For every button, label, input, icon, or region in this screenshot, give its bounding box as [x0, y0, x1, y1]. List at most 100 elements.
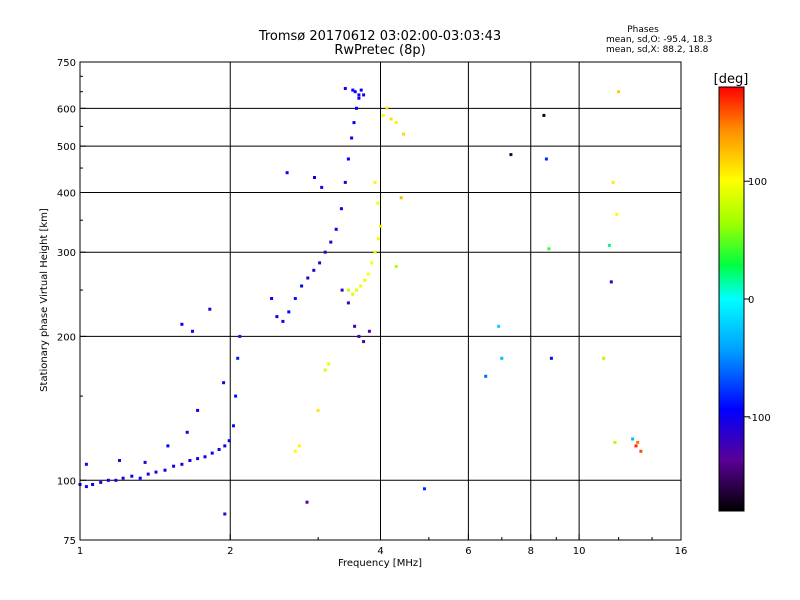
- data-point: [611, 180, 615, 184]
- chart-title: Tromsø 20170612 03:02:00-03:03:43: [258, 29, 501, 44]
- data-point: [234, 394, 238, 398]
- data-point: [227, 439, 231, 443]
- data-point: [323, 250, 327, 254]
- x-axis-ticks: 1 2 4 6 8 10 16: [77, 534, 687, 557]
- data-point: [297, 444, 301, 448]
- y-tick-label: 400: [57, 188, 76, 199]
- phase-info-x: mean, sd,X: 88.2, 18.8: [606, 45, 709, 55]
- colorbar-ticks: 100 0 -100: [744, 177, 771, 424]
- data-point: [306, 276, 310, 280]
- data-point: [293, 297, 297, 300]
- data-point: [343, 180, 347, 184]
- data-point: [366, 272, 370, 276]
- data-point: [312, 268, 316, 272]
- data-point: [402, 132, 406, 136]
- data-point: [617, 90, 621, 94]
- data-point: [353, 324, 357, 328]
- data-point: [281, 319, 285, 323]
- gridlines: [80, 62, 681, 540]
- y-tick-label: 300: [57, 248, 76, 259]
- series-0: [78, 307, 242, 489]
- data-point: [340, 288, 344, 292]
- data-point: [320, 185, 324, 189]
- colorbar-tick-label: 0: [748, 295, 754, 306]
- x-tick-label: 6: [465, 546, 471, 557]
- data-point: [399, 196, 403, 200]
- x-axis-label: Frequency [MHz]: [338, 558, 422, 569]
- data-point: [636, 440, 640, 444]
- data-point: [185, 430, 189, 434]
- data-point: [423, 487, 426, 491]
- data-point: [381, 113, 385, 117]
- data-point: [376, 237, 380, 241]
- data-point: [146, 472, 150, 476]
- data-point: [359, 284, 363, 288]
- data-point: [389, 117, 393, 121]
- y-tick-label: 75: [63, 536, 76, 547]
- data-point: [385, 106, 389, 110]
- x-tick-label: 4: [377, 546, 383, 557]
- colorbar-label: [deg]: [714, 72, 749, 87]
- data-point: [172, 464, 176, 468]
- data-point: [191, 329, 194, 333]
- data-point: [106, 478, 110, 482]
- data-point: [394, 121, 398, 125]
- data-point: [379, 224, 382, 228]
- data-point: [355, 106, 358, 110]
- data-point: [350, 136, 354, 140]
- y-tick-label: 500: [57, 142, 76, 153]
- data-point: [497, 324, 501, 328]
- data-point: [305, 500, 309, 504]
- data-point: [339, 207, 343, 211]
- data-point: [346, 157, 350, 161]
- data-point: [607, 243, 611, 247]
- y-tick-label: 200: [57, 332, 76, 343]
- colorbar-tick-label: -100: [748, 413, 771, 424]
- data-point: [130, 474, 134, 478]
- data-point: [196, 408, 200, 412]
- data-point: [84, 462, 88, 466]
- data-point: [270, 297, 274, 300]
- data-point: [143, 460, 147, 464]
- phase-info-o: mean, sd,O: -95.4, 18.3: [606, 35, 712, 45]
- data-point: [188, 459, 192, 462]
- data-point: [373, 250, 377, 254]
- data-point: [223, 444, 227, 448]
- data-point: [500, 356, 504, 360]
- data-point: [114, 478, 118, 482]
- data-point: [329, 240, 333, 244]
- data-point: [313, 176, 316, 179]
- data-point: [367, 329, 371, 333]
- data-point: [223, 512, 227, 516]
- data-point: [121, 476, 125, 480]
- data-point: [154, 470, 158, 474]
- data-point: [613, 440, 617, 444]
- data-point: [362, 340, 366, 344]
- data-point: [602, 356, 606, 360]
- data-point: [99, 480, 103, 484]
- data-point: [547, 247, 551, 251]
- data-point: [351, 292, 355, 296]
- data-point: [373, 180, 377, 184]
- data-point: [300, 284, 304, 288]
- data-point: [316, 408, 320, 412]
- data-point: [359, 88, 363, 92]
- data-point: [615, 212, 619, 216]
- y-tick-label: 100: [57, 476, 76, 487]
- data-point: [362, 93, 366, 97]
- data-point: [484, 374, 488, 378]
- data-point: [118, 459, 121, 462]
- data-point: [353, 90, 357, 94]
- data-point: [549, 356, 553, 360]
- series-2: [293, 106, 406, 453]
- series-3: [223, 90, 643, 516]
- data-point: [138, 476, 142, 480]
- data-point: [323, 368, 327, 372]
- data-point: [351, 88, 355, 92]
- data-point: [355, 288, 358, 292]
- data-point: [293, 449, 297, 453]
- data-point: [91, 483, 95, 486]
- y-axis-ticks: 75 100 200 300 400 500 600 750: [57, 58, 86, 547]
- data-points: [78, 87, 643, 516]
- data-point: [639, 449, 643, 453]
